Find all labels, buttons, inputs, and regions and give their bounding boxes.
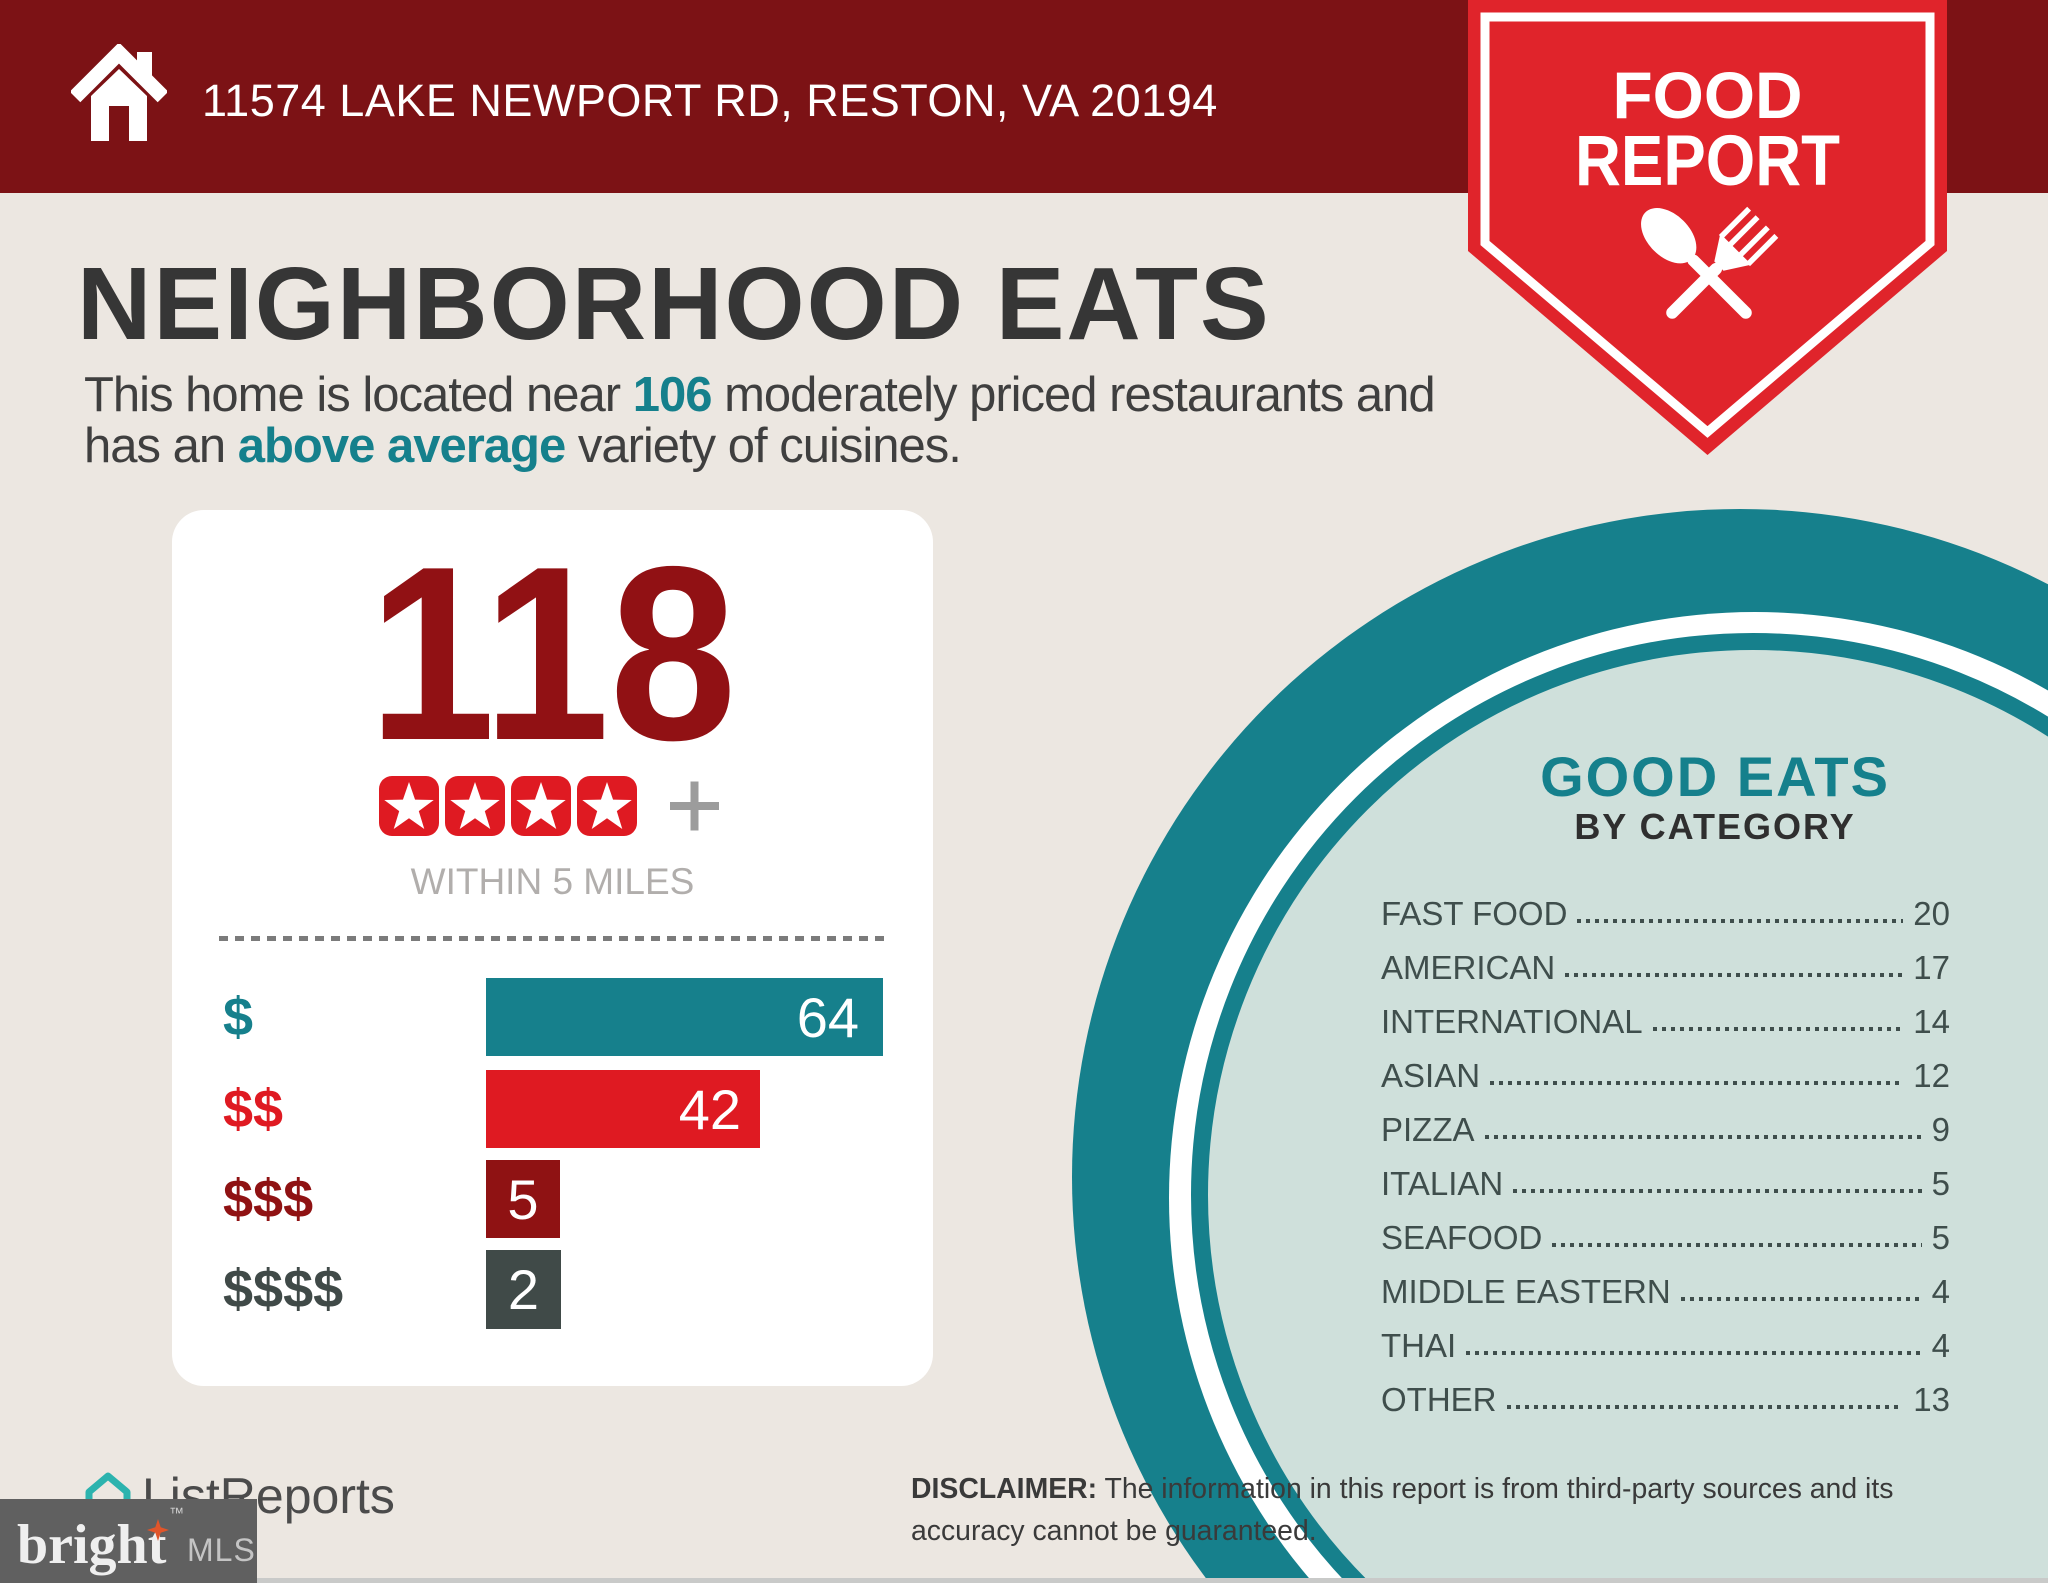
svg-text:FOOD: FOOD [1613, 58, 1803, 132]
svg-text:REPORT: REPORT [1575, 122, 1840, 201]
